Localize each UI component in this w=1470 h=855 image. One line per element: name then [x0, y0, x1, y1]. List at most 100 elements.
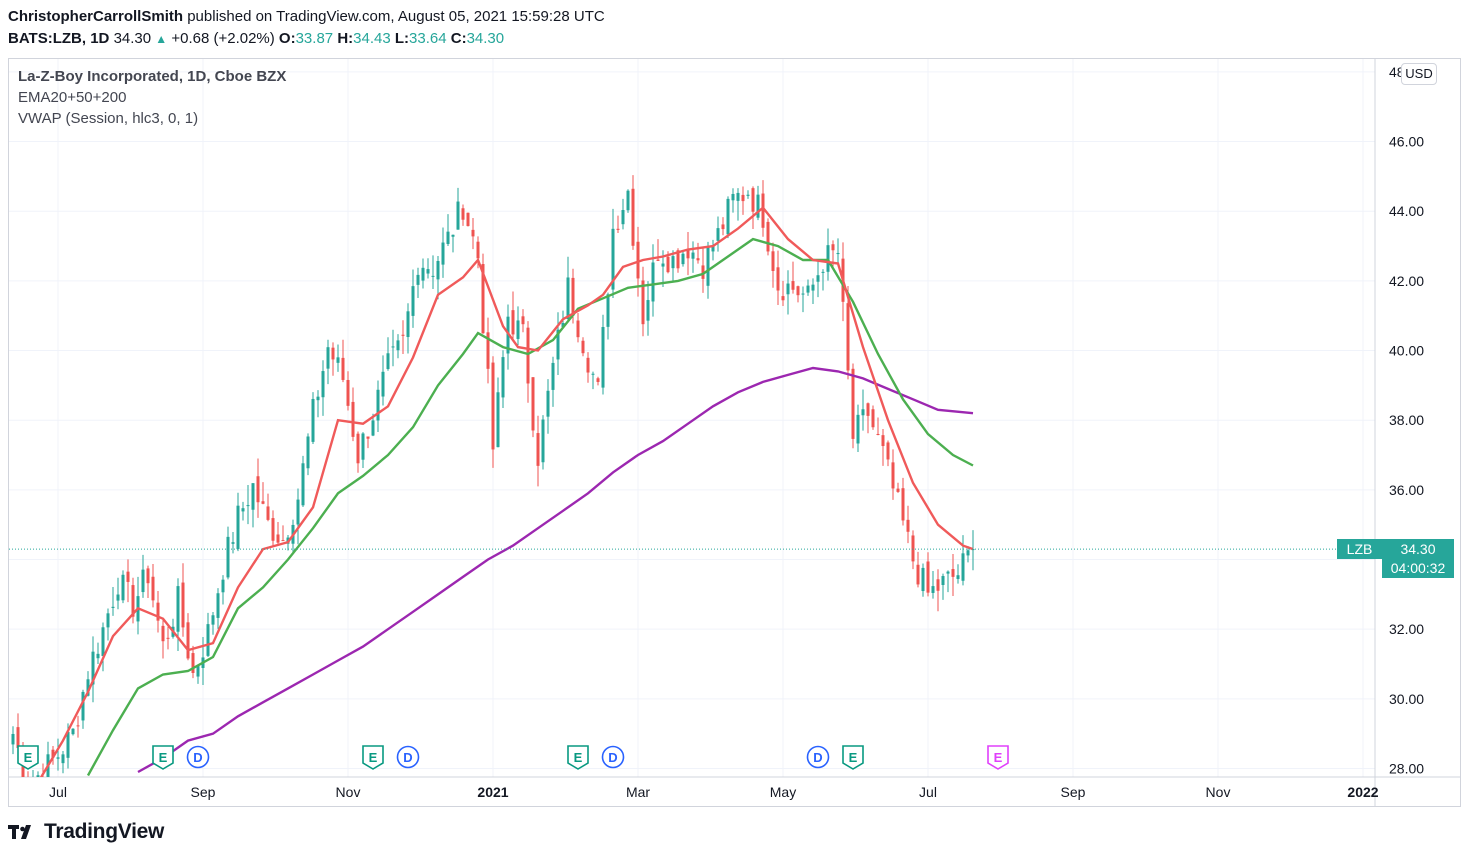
candle-body — [831, 244, 835, 251]
earnings-marker: E — [987, 745, 1009, 770]
candle-body — [321, 371, 325, 398]
candle-body — [851, 368, 855, 439]
candle-body — [351, 401, 355, 437]
candle-body — [66, 731, 70, 758]
candle-body — [861, 409, 865, 416]
legend-ema[interactable]: EMA20+50+200 — [18, 89, 127, 106]
candle-body — [516, 320, 520, 339]
candle-body — [686, 248, 690, 259]
candle-body — [866, 403, 870, 416]
candle-body — [786, 283, 790, 295]
y-tick-label: 42.00 — [1389, 273, 1424, 289]
candle-body — [296, 499, 300, 525]
candle-body — [436, 260, 440, 280]
event-label: E — [369, 750, 378, 765]
candle-body — [806, 285, 810, 293]
candle-body — [736, 192, 740, 201]
candle-body — [721, 224, 725, 230]
tradingview-brand[interactable]: TradingView — [44, 820, 165, 843]
candle-body — [936, 579, 940, 591]
dividend-icon — [601, 745, 625, 769]
x-tick-label: 2021 — [477, 784, 508, 800]
candle-body — [16, 727, 20, 749]
candle-body — [42, 779, 45, 785]
ohlc-line: BATS:LZB, 1D 34.30 ▲ +0.68 (+2.02%) O:33… — [8, 28, 605, 50]
open-value: 33.87 — [295, 30, 334, 47]
candle-body — [366, 436, 370, 439]
last-price: 34.30 — [113, 30, 152, 47]
earnings-icon — [152, 745, 174, 770]
candle-body — [551, 362, 555, 390]
y-tick-label: 46.00 — [1389, 134, 1424, 150]
candle-body — [776, 267, 780, 291]
candle-body — [691, 252, 695, 259]
candle-body — [446, 231, 450, 244]
low-label: L: — [394, 30, 410, 47]
currency-badge[interactable]: USD — [1401, 63, 1437, 85]
x-tick-label: 2022 — [1347, 784, 1378, 800]
candle-body — [311, 398, 315, 442]
candle-body — [666, 256, 670, 273]
price-tag-symbol: LZB — [1337, 539, 1382, 560]
candle-body — [241, 508, 245, 512]
candle-body — [246, 505, 250, 507]
event-label: D — [608, 750, 617, 765]
candle-body — [731, 193, 735, 201]
candle-body — [431, 275, 435, 277]
y-tick-label: 44.00 — [1389, 203, 1424, 219]
close-label: C: — [450, 30, 467, 47]
y-tick-label: 36.00 — [1389, 482, 1424, 498]
publication-header: ChristopherCarrollSmith published on Tra… — [8, 6, 605, 50]
candle-body — [36, 775, 40, 777]
candle-body — [726, 198, 730, 235]
candle-body — [881, 435, 885, 447]
candle-body — [491, 362, 495, 450]
event-label: D — [403, 750, 412, 765]
event-label: E — [849, 750, 858, 765]
candle-body — [576, 320, 580, 338]
candle-body — [601, 327, 605, 388]
close-value: 34.30 — [466, 30, 505, 47]
candle-body — [626, 190, 630, 211]
candle-body — [156, 602, 160, 621]
candle-body — [96, 653, 100, 659]
candle-body — [206, 624, 210, 656]
legend-title[interactable]: La-Z-Boy Incorporated, 1D, Cboe BZX — [18, 68, 287, 85]
candle-body — [511, 310, 515, 335]
legend-vwap[interactable]: VWAP (Session, hlc3, 0, 1) — [18, 110, 199, 127]
x-tick-label: Sep — [191, 784, 216, 800]
candle-body — [581, 340, 585, 354]
candle-body — [81, 691, 85, 721]
candle-body — [631, 188, 635, 246]
time-axis[interactable]: Jul Sep Nov 2021 Mar May Jul Sep Nov 2022 — [49, 784, 1379, 800]
earnings-marker: E — [152, 745, 174, 770]
candle-body — [706, 246, 710, 286]
candle-body — [361, 433, 365, 460]
candle-body — [406, 311, 410, 338]
candle-body — [216, 593, 220, 618]
candle-body — [651, 262, 655, 302]
candle-body — [521, 316, 525, 325]
earnings-icon — [987, 745, 1009, 770]
event-label: E — [994, 750, 1003, 765]
candle-body — [911, 535, 915, 562]
candle-body — [816, 275, 820, 282]
candle-body — [526, 327, 530, 384]
candle-body — [716, 228, 720, 241]
candle-body — [86, 679, 90, 696]
candle-body — [661, 263, 665, 267]
price-axis[interactable]: 28.0030.0032.0034.0036.0038.0040.0042.00… — [1389, 64, 1424, 777]
author-name[interactable]: ChristopherCarrollSmith — [8, 8, 184, 25]
candle-body — [821, 271, 825, 273]
candle-body — [596, 378, 600, 382]
dividend-icon — [806, 745, 830, 769]
candle-body — [126, 571, 130, 582]
candle-body — [746, 194, 750, 196]
tradingview-logo-icon[interactable] — [8, 823, 38, 841]
candle-body — [621, 210, 625, 225]
candle-body — [961, 553, 965, 581]
open-label: O: — [278, 30, 296, 47]
event-label: D — [193, 750, 202, 765]
ema-50-line — [86, 237, 974, 777]
